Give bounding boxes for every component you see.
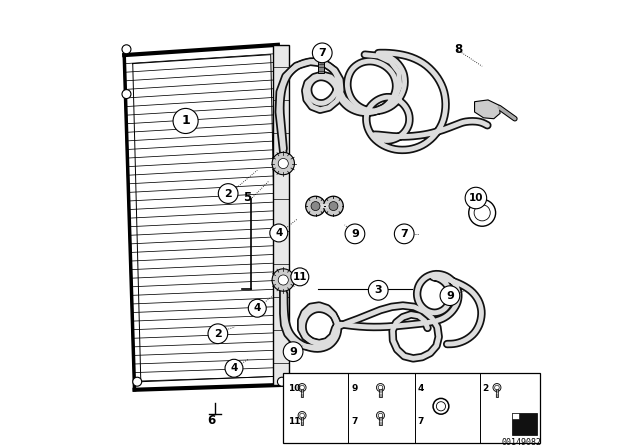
- FancyBboxPatch shape: [380, 388, 381, 397]
- FancyBboxPatch shape: [301, 388, 303, 397]
- Circle shape: [300, 413, 305, 418]
- Text: 10: 10: [468, 193, 483, 203]
- Circle shape: [329, 202, 338, 211]
- Text: 4: 4: [230, 363, 237, 373]
- Circle shape: [272, 152, 294, 175]
- Circle shape: [284, 342, 303, 362]
- Circle shape: [225, 359, 243, 377]
- Text: 4: 4: [253, 303, 261, 313]
- Circle shape: [132, 377, 141, 386]
- Text: 4: 4: [418, 384, 424, 393]
- Polygon shape: [475, 100, 500, 119]
- Text: 4: 4: [275, 228, 282, 238]
- Circle shape: [468, 199, 495, 226]
- Circle shape: [278, 159, 288, 168]
- Circle shape: [493, 383, 501, 392]
- Text: 1: 1: [181, 114, 190, 128]
- Text: 6: 6: [207, 414, 216, 427]
- Circle shape: [436, 402, 445, 411]
- Circle shape: [272, 269, 294, 291]
- Circle shape: [298, 383, 306, 392]
- FancyBboxPatch shape: [301, 415, 303, 425]
- FancyBboxPatch shape: [317, 54, 324, 73]
- Circle shape: [312, 43, 332, 63]
- Circle shape: [298, 411, 306, 419]
- Circle shape: [300, 385, 305, 390]
- FancyBboxPatch shape: [496, 388, 498, 397]
- FancyBboxPatch shape: [380, 415, 381, 425]
- Circle shape: [324, 196, 343, 216]
- Circle shape: [248, 299, 266, 317]
- Text: 9: 9: [289, 347, 297, 357]
- FancyBboxPatch shape: [273, 45, 289, 385]
- Circle shape: [376, 383, 385, 392]
- Text: 7: 7: [318, 48, 326, 58]
- Circle shape: [122, 90, 131, 99]
- Circle shape: [306, 196, 325, 216]
- Text: 2: 2: [224, 189, 232, 198]
- Text: 11: 11: [288, 417, 300, 426]
- Circle shape: [465, 187, 486, 209]
- Circle shape: [122, 45, 131, 54]
- Circle shape: [208, 324, 228, 344]
- FancyBboxPatch shape: [512, 413, 537, 435]
- Circle shape: [394, 224, 414, 244]
- FancyBboxPatch shape: [512, 413, 519, 419]
- Text: 5: 5: [243, 190, 252, 204]
- Text: 9: 9: [351, 384, 358, 393]
- Circle shape: [440, 286, 460, 306]
- Circle shape: [218, 184, 238, 203]
- Text: 9: 9: [351, 229, 359, 239]
- Circle shape: [378, 413, 383, 418]
- Circle shape: [291, 268, 309, 286]
- Text: 10: 10: [288, 384, 300, 393]
- Circle shape: [278, 275, 288, 285]
- Text: 7: 7: [418, 417, 424, 426]
- Circle shape: [474, 205, 490, 221]
- Text: 2: 2: [482, 384, 488, 393]
- FancyBboxPatch shape: [284, 373, 540, 443]
- Circle shape: [433, 398, 449, 414]
- Text: 2: 2: [214, 329, 221, 339]
- Circle shape: [345, 224, 365, 244]
- Circle shape: [378, 385, 383, 390]
- Text: 7: 7: [351, 417, 358, 426]
- Text: 00149082: 00149082: [502, 438, 541, 447]
- Text: 7: 7: [401, 229, 408, 239]
- Text: 9: 9: [446, 291, 454, 301]
- Text: 11: 11: [292, 272, 307, 282]
- Circle shape: [278, 377, 287, 386]
- Circle shape: [311, 202, 320, 211]
- Circle shape: [173, 108, 198, 134]
- Circle shape: [270, 224, 288, 242]
- Text: 3: 3: [374, 285, 382, 295]
- Text: 8: 8: [454, 43, 462, 56]
- Circle shape: [369, 280, 388, 300]
- Circle shape: [376, 411, 385, 419]
- Circle shape: [495, 385, 499, 390]
